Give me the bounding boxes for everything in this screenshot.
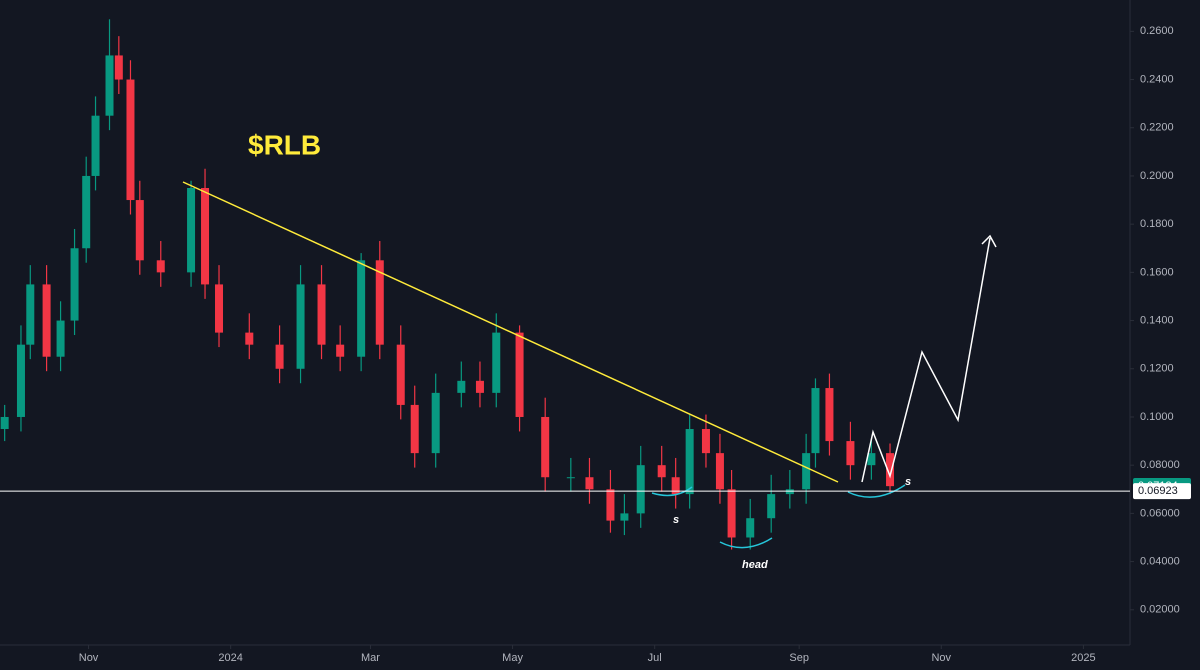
annotation: s: [673, 514, 679, 526]
y-tick-label: 0.2200: [1140, 122, 1174, 134]
candle-body: [82, 175, 91, 249]
candle-body: [715, 453, 724, 490]
candle-body: [492, 332, 501, 393]
x-tick-label: May: [502, 652, 523, 664]
candle-body: [785, 489, 794, 495]
candle-body: [201, 188, 210, 285]
annotation: s: [905, 476, 911, 488]
candle-body: [245, 332, 254, 345]
y-tick-label: 0.1200: [1140, 363, 1174, 375]
candle-body: [701, 429, 710, 454]
candle-body: [620, 513, 629, 521]
projection: [861, 237, 991, 483]
candle-body: [802, 453, 811, 490]
ticker-label: $RLB: [248, 129, 321, 160]
trendline: [182, 181, 839, 483]
candle-body: [585, 477, 594, 490]
candle-body: [657, 465, 666, 478]
y-tick-label: 0.2000: [1140, 170, 1174, 182]
shoulder-arc: [847, 484, 906, 498]
shoulder-arc: [651, 486, 693, 497]
candle-body: [156, 260, 165, 273]
candle-body: [410, 404, 419, 454]
candle-body: [515, 332, 524, 417]
annotation: head: [742, 559, 768, 571]
x-tick-label: 2025: [1071, 652, 1095, 664]
x-tick-label: Mar: [361, 652, 380, 664]
y-tick-label: 0.2600: [1140, 25, 1174, 37]
candle-body: [606, 489, 615, 521]
y-tick-label: 0.06000: [1140, 507, 1180, 519]
candle-body: [26, 284, 35, 345]
y-tick-label: 0.1400: [1140, 314, 1174, 326]
candle-body: [867, 453, 876, 466]
x-tick-label: Nov: [79, 652, 99, 664]
candles: [0, 19, 895, 550]
candle-body: [457, 380, 466, 393]
candle-body: [475, 380, 484, 393]
candle-body: [317, 284, 326, 345]
price-marker-label: 0.06923: [1138, 485, 1178, 497]
candle-body: [357, 260, 366, 357]
candle-body: [811, 388, 820, 454]
y-tick-label: 0.1000: [1140, 411, 1174, 423]
candle-body: [0, 416, 9, 430]
x-tick-label: Sep: [789, 652, 809, 664]
candle-body: [91, 115, 100, 176]
projection-arrowhead: [981, 234, 997, 248]
candle-body: [636, 465, 645, 514]
y-tick-label: 0.02000: [1140, 604, 1180, 616]
candle-body: [396, 344, 405, 405]
candle-body: [767, 494, 776, 519]
y-tick-label: 0.1600: [1140, 266, 1174, 278]
y-tick-label: 0.1800: [1140, 218, 1174, 230]
candle-body: [825, 388, 834, 442]
candle-body: [375, 260, 384, 345]
y-tick-label: 0.08000: [1140, 459, 1180, 471]
candle-body: [671, 477, 680, 495]
candle-body: [431, 392, 440, 454]
candle-body: [275, 344, 284, 369]
candle-body: [685, 429, 694, 495]
candle-body: [56, 320, 65, 357]
candle-body: [336, 344, 345, 357]
candle-body: [105, 55, 114, 116]
candle-body: [886, 453, 895, 487]
candle-body: [126, 79, 135, 201]
candle-body: [70, 248, 79, 321]
candle-body: [16, 344, 25, 417]
candle-body: [746, 518, 755, 538]
candle-body: [114, 55, 123, 80]
candle-body: [135, 200, 144, 261]
x-tick-label: Nov: [931, 652, 951, 664]
y-tick-label: 0.2400: [1140, 73, 1174, 85]
candle-body: [541, 416, 550, 478]
candle-body: [566, 477, 575, 479]
candle-body: [727, 489, 736, 538]
candle-body: [215, 284, 224, 333]
candle-body: [846, 441, 855, 466]
candle-body: [296, 284, 305, 369]
x-tick-label: Jul: [648, 652, 662, 664]
candle-body: [187, 188, 196, 273]
head-arc: [719, 537, 773, 549]
x-tick-label: 2024: [218, 652, 242, 664]
y-tick-label: 0.04000: [1140, 555, 1180, 567]
price-marker: [1133, 483, 1191, 500]
candle-body: [42, 284, 51, 357]
